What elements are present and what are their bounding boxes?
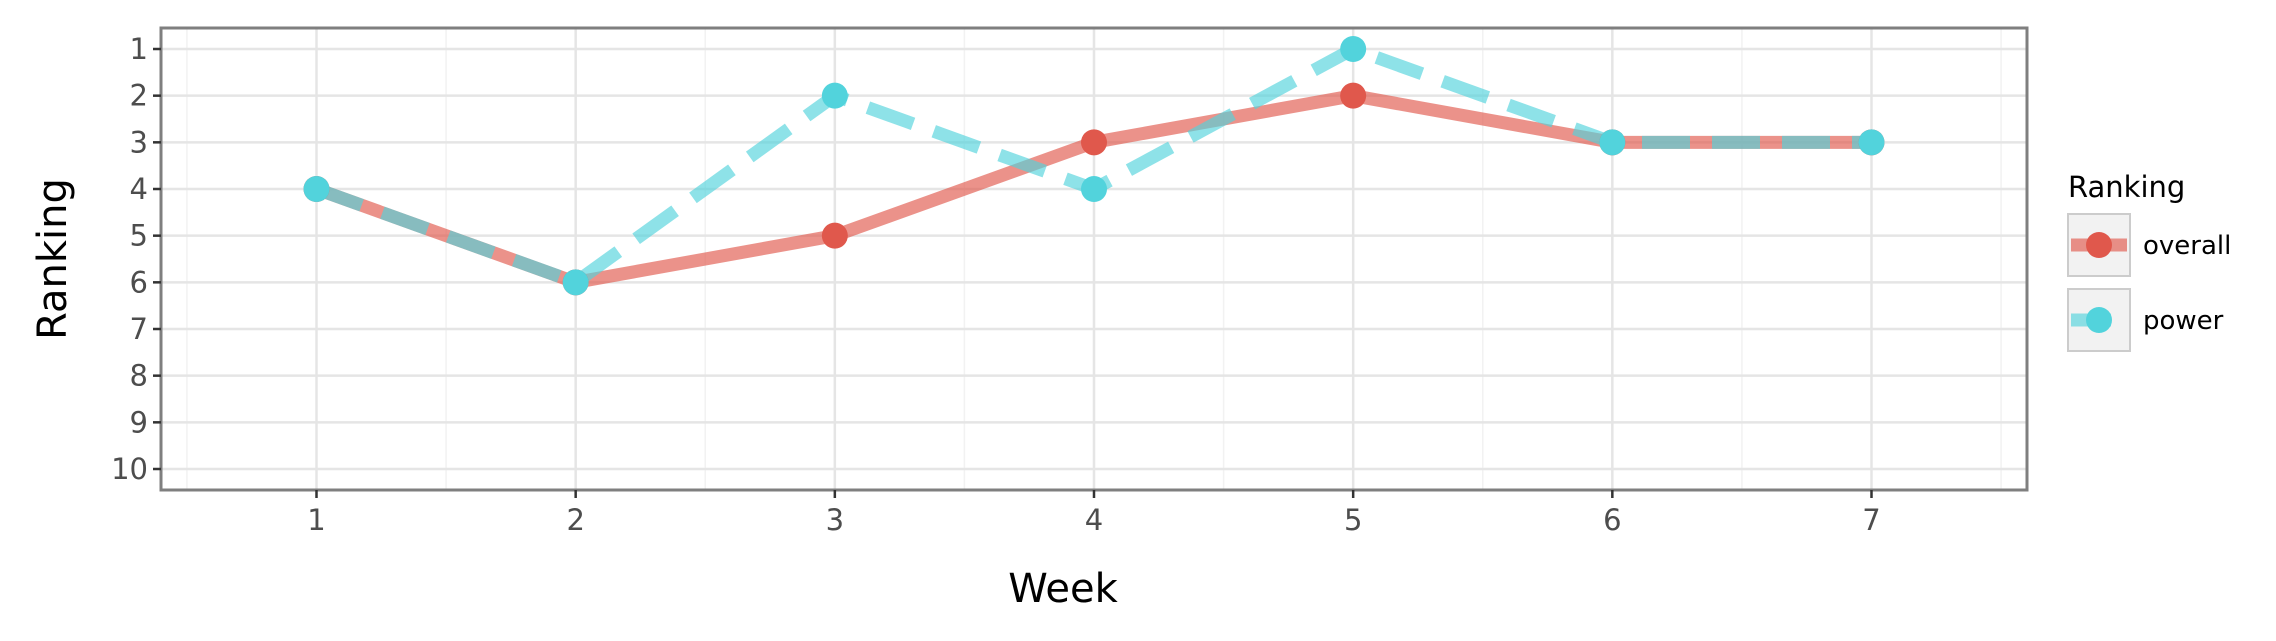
legend-label-power: power bbox=[2143, 306, 2224, 336]
legend-title: Ranking bbox=[2068, 170, 2185, 204]
y-tick-label: 10 bbox=[111, 452, 148, 486]
y-tick-label: 1 bbox=[130, 32, 148, 66]
legend: Ranking overall power bbox=[2067, 170, 2231, 352]
legend-key-point bbox=[2086, 307, 2112, 333]
y-tick-label: 2 bbox=[130, 79, 148, 113]
y-tick-label: 7 bbox=[130, 312, 148, 346]
data-point-power bbox=[821, 82, 848, 109]
y-tick-label: 5 bbox=[130, 219, 148, 253]
y-tick-label: 9 bbox=[130, 405, 148, 439]
data-point-overall bbox=[1081, 129, 1107, 156]
y-axis-title: Ranking bbox=[30, 178, 76, 340]
x-tick-label: 2 bbox=[566, 503, 584, 537]
series-layer bbox=[303, 36, 1885, 296]
y-tick-label: 3 bbox=[130, 125, 148, 159]
y-tick-label: 4 bbox=[130, 172, 148, 206]
data-point-overall bbox=[1340, 82, 1367, 109]
x-tick-label: 1 bbox=[307, 503, 325, 537]
data-point-power bbox=[562, 269, 589, 296]
x-tick-label: 3 bbox=[826, 503, 844, 537]
data-point-power bbox=[303, 176, 330, 202]
data-point-power bbox=[1858, 129, 1885, 156]
y-axis-ticks: 1 2 3 4 5 6 7 8 9 10 bbox=[111, 32, 161, 486]
legend-item-power: power bbox=[2067, 288, 2224, 352]
x-tick-label: 4 bbox=[1085, 503, 1103, 537]
x-tick-label: 6 bbox=[1603, 503, 1621, 537]
legend-key-point bbox=[2086, 232, 2112, 258]
data-point-power bbox=[1340, 36, 1367, 62]
legend-label-overall: overall bbox=[2143, 231, 2231, 261]
legend-item-overall: overall bbox=[2067, 213, 2231, 277]
data-point-power bbox=[1081, 176, 1107, 202]
y-tick-label: 6 bbox=[130, 265, 148, 299]
x-tick-label: 7 bbox=[1862, 503, 1880, 537]
x-axis-ticks: 1 2 3 4 5 6 7 bbox=[307, 490, 1881, 537]
x-tick-label: 5 bbox=[1344, 503, 1362, 537]
x-axis-title: Week bbox=[1008, 566, 1118, 612]
data-point-power bbox=[1599, 129, 1626, 156]
data-point-overall bbox=[821, 222, 848, 249]
y-tick-label: 8 bbox=[130, 359, 148, 393]
